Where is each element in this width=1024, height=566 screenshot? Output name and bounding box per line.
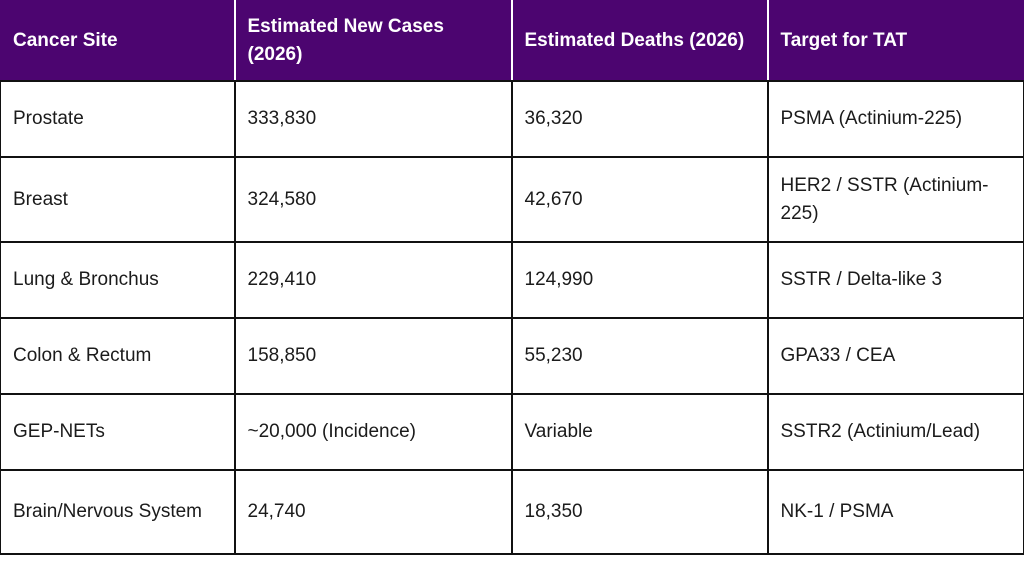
cell-target: SSTR2 (Actinium/Lead) — [766, 393, 1024, 471]
cell-deaths: 36,320 — [510, 80, 769, 158]
header-row: Cancer Site Estimated New Cases (2026) E… — [0, 0, 1024, 82]
table-header: Cancer Site Estimated New Cases (2026) E… — [0, 0, 1024, 82]
header-estimated-deaths: Estimated Deaths (2026) — [510, 0, 769, 82]
cell-new-cases: 229,410 — [233, 241, 513, 319]
cell-cancer-site: Prostate — [0, 80, 236, 158]
cell-cancer-site: Brain/Nervous System — [0, 469, 236, 555]
cell-target: HER2 / SSTR (Actinium-225) — [766, 156, 1024, 243]
cell-deaths: 42,670 — [510, 156, 769, 243]
cell-deaths: Variable — [510, 393, 769, 471]
header-cancer-site: Cancer Site — [0, 0, 236, 82]
cell-new-cases: ~20,000 (Incidence) — [233, 393, 513, 471]
table-row: Lung & Bronchus 229,410 124,990 SSTR / D… — [0, 241, 1024, 319]
table-row: GEP-NETs ~20,000 (Incidence) Variable SS… — [0, 393, 1024, 471]
cell-cancer-site: Lung & Bronchus — [0, 241, 236, 319]
cell-cancer-site: GEP-NETs — [0, 393, 236, 471]
cell-target: PSMA (Actinium-225) — [766, 80, 1024, 158]
cell-target: SSTR / Delta-like 3 — [766, 241, 1024, 319]
cell-target: NK-1 / PSMA — [766, 469, 1024, 555]
cell-cancer-site: Breast — [0, 156, 236, 243]
cell-deaths: 124,990 — [510, 241, 769, 319]
cell-deaths: 18,350 — [510, 469, 769, 555]
cell-cancer-site: Colon & Rectum — [0, 317, 236, 395]
cell-new-cases: 158,850 — [233, 317, 513, 395]
cell-deaths: 55,230 — [510, 317, 769, 395]
table-row: Prostate 333,830 36,320 PSMA (Actinium-2… — [0, 80, 1024, 158]
table-body: Prostate 333,830 36,320 PSMA (Actinium-2… — [0, 80, 1024, 555]
cell-new-cases: 333,830 — [233, 80, 513, 158]
header-target-for-tat: Target for TAT — [766, 0, 1024, 82]
table-row: Breast 324,580 42,670 HER2 / SSTR (Actin… — [0, 156, 1024, 243]
table-row: Colon & Rectum 158,850 55,230 GPA33 / CE… — [0, 317, 1024, 395]
table-row: Brain/Nervous System 24,740 18,350 NK-1 … — [0, 469, 1024, 555]
cell-target: GPA33 / CEA — [766, 317, 1024, 395]
header-estimated-new-cases: Estimated New Cases (2026) — [233, 0, 513, 82]
cell-new-cases: 24,740 — [233, 469, 513, 555]
cell-new-cases: 324,580 — [233, 156, 513, 243]
